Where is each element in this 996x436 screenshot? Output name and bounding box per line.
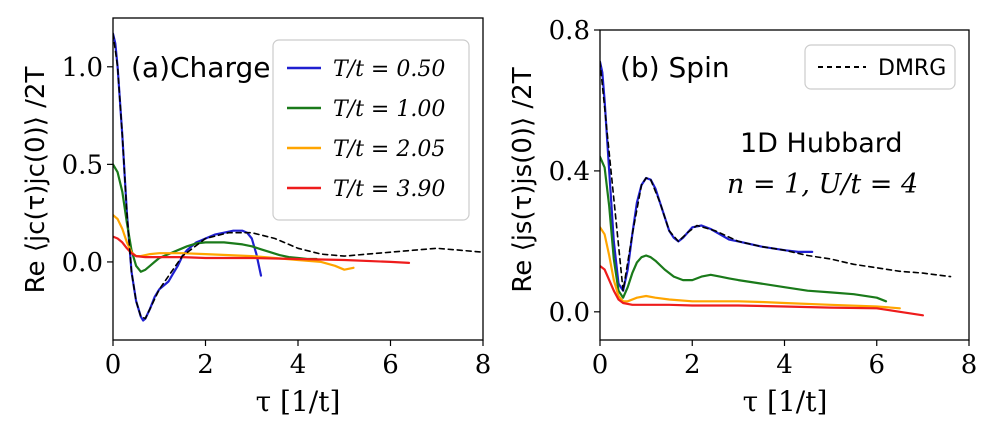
x-tick-label: 8 bbox=[961, 350, 978, 380]
chart-title: (a)Charge bbox=[131, 51, 270, 84]
annotation-model: 1D Hubbard bbox=[740, 128, 903, 159]
panel-spin: 0 2 4 6 8 0.0 0.4 0.8 (b) Spin τ [1/t] Re ⟨js(… bbox=[508, 16, 977, 418]
x-tick-label: 2 bbox=[197, 350, 214, 380]
x-tick-label: 6 bbox=[382, 350, 399, 380]
y-tick-label: 0.0 bbox=[62, 248, 103, 278]
x-tick-label: 0 bbox=[105, 350, 122, 380]
x-axis-label: τ [1/t] bbox=[743, 385, 828, 418]
series-line-dmrg bbox=[600, 60, 952, 292]
x-tick-label: 4 bbox=[776, 350, 793, 380]
legend: DMRG bbox=[804, 44, 956, 90]
series-line-t-t-3-90 bbox=[600, 264, 924, 317]
x-tick-label: 8 bbox=[475, 350, 492, 380]
series-line-t-t-2-05 bbox=[600, 226, 901, 310]
legend-label: T/t = 2.05 bbox=[333, 137, 445, 162]
y-tick-label: 0.0 bbox=[549, 298, 590, 328]
y-axis-label: Re ⟨js(τ)js(0)⟩ /2T bbox=[508, 67, 538, 292]
x-tick-label: 2 bbox=[684, 350, 701, 380]
legend-label-dmrg: DMRG bbox=[878, 56, 946, 81]
series-line-t-t-1-00 bbox=[113, 163, 318, 273]
y-tick-label: 0.4 bbox=[549, 157, 590, 187]
legend-label: T/t = 1.00 bbox=[333, 97, 445, 122]
series-line-t-t-3-90 bbox=[113, 235, 411, 264]
legend: T/t = 0.50 T/t = 1.00 T/t = 2.05 T/t = 3.90 bbox=[272, 39, 470, 221]
series-line-t-t-1-00 bbox=[600, 155, 888, 303]
series-line-t-t-2-05 bbox=[113, 214, 355, 271]
x-tick-label: 4 bbox=[290, 350, 307, 380]
series-line-dmrg bbox=[113, 32, 483, 320]
y-tick-label: 1.0 bbox=[62, 53, 103, 83]
panel-charge: 0 2 4 6 8 0.0 0.5 1.0 (a)Charge τ [1/t] Re ⟨jc… bbox=[21, 17, 492, 418]
x-tick-label: 0 bbox=[592, 350, 609, 380]
annotation-params: n = 1, U/t = 4 bbox=[727, 169, 918, 200]
legend-label: T/t = 3.90 bbox=[333, 177, 445, 202]
y-tick-label: 0.8 bbox=[549, 16, 590, 46]
y-tick-label: 0.5 bbox=[62, 150, 103, 180]
x-axis-label: τ [1/t] bbox=[256, 385, 341, 418]
y-axis-label: Re ⟨jc(τ)jc(0)⟩ /2T bbox=[21, 67, 51, 294]
x-tick-label: 6 bbox=[868, 350, 885, 380]
chart-title: (b) Spin bbox=[620, 51, 730, 84]
legend-label: T/t = 0.50 bbox=[333, 57, 445, 82]
